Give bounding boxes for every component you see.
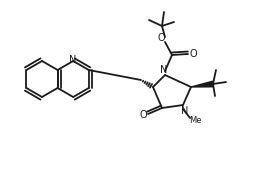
Text: O: O [139,110,147,120]
Text: N: N [69,54,77,65]
Text: N: N [181,106,189,116]
Text: O: O [189,49,197,59]
Text: Me: Me [189,116,201,125]
Polygon shape [191,81,213,87]
Text: N: N [160,65,168,75]
Text: O: O [157,33,165,43]
